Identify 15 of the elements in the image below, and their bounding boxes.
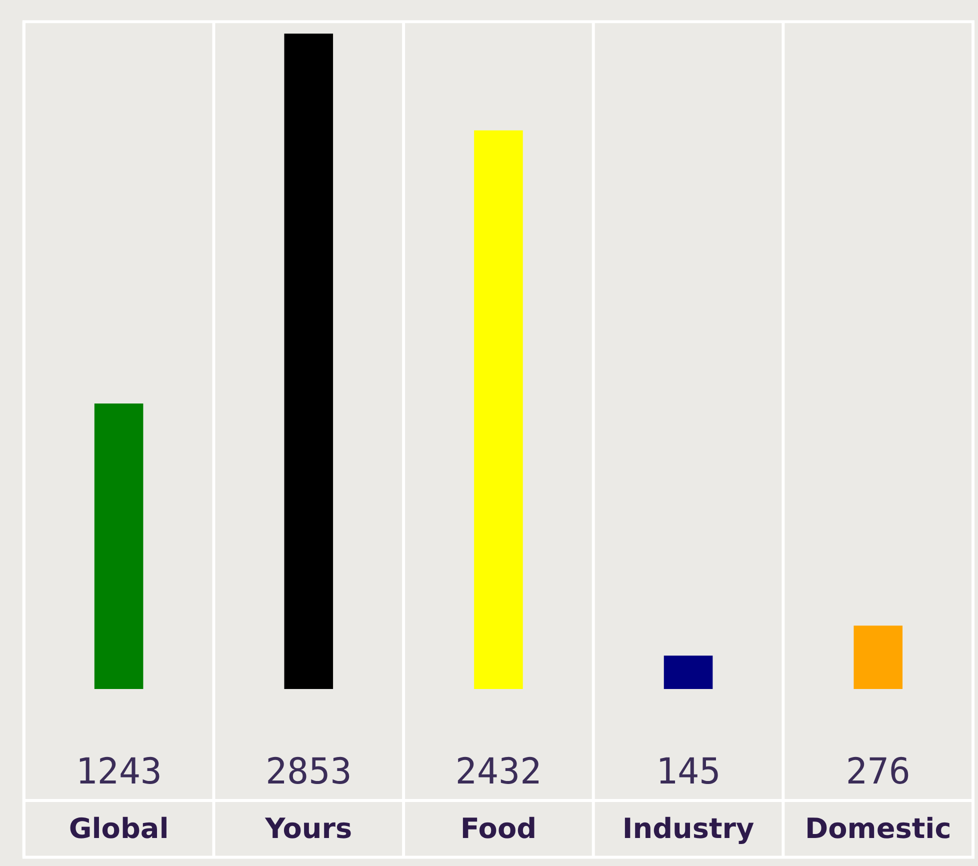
bar xyxy=(284,34,334,689)
data-label: 1243 xyxy=(76,752,162,793)
x-tick-label: Domestic xyxy=(804,812,952,845)
x-tick-label: Global xyxy=(68,812,169,845)
data-label: 2432 xyxy=(455,752,542,793)
bar xyxy=(664,656,713,689)
bar xyxy=(94,403,144,689)
bar xyxy=(474,130,523,689)
x-tick-label: Food xyxy=(460,812,537,845)
x-tick-label: Industry xyxy=(622,812,754,845)
data-label: 145 xyxy=(656,752,721,793)
data-label: 2853 xyxy=(265,752,352,793)
bar xyxy=(854,626,903,689)
x-tick-label: Yours xyxy=(264,812,352,845)
data-label: 276 xyxy=(846,752,910,793)
